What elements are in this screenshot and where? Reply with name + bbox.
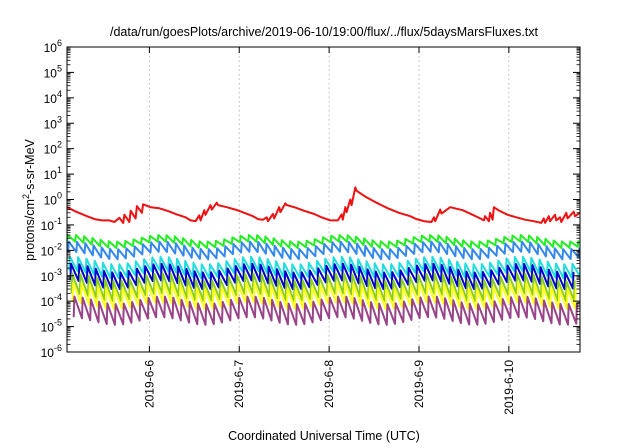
y-tick-label: 10-6 bbox=[41, 343, 62, 360]
y-tick-exponent: 4 bbox=[57, 89, 62, 99]
y-tick-exponent: -5 bbox=[54, 318, 62, 328]
y-tick-label: 103 bbox=[44, 114, 62, 131]
y-tick-label: 10-2 bbox=[41, 241, 62, 258]
series-line-7 bbox=[72, 295, 578, 326]
y-tick-exponent: 1 bbox=[57, 165, 62, 175]
x-tick-label: 2019-6-10 bbox=[502, 360, 516, 415]
series-line-1 bbox=[67, 234, 580, 249]
y-tick-base: 10 bbox=[44, 194, 58, 208]
y-tick-exponent: -2 bbox=[54, 241, 62, 251]
x-tick-label: 2019-6-6 bbox=[142, 360, 156, 408]
y-tick-exponent: 0 bbox=[57, 191, 62, 201]
series-line-2 bbox=[67, 240, 580, 261]
y-axis-label-sup: 2 bbox=[21, 194, 31, 199]
y-tick-exponent: 3 bbox=[57, 114, 62, 124]
x-tick-label: 2019-6-9 bbox=[412, 360, 426, 408]
y-tick-exponent: 2 bbox=[57, 140, 62, 150]
series-line-0 bbox=[67, 186, 580, 224]
series-line-5 bbox=[70, 272, 576, 302]
y-tick-exponent: 6 bbox=[57, 38, 62, 48]
y-tick-base: 10 bbox=[44, 143, 58, 157]
y-axis-label-part2: -s-sr-MeV bbox=[23, 138, 37, 194]
y-tick-base: 10 bbox=[41, 321, 55, 335]
y-tick-base: 10 bbox=[44, 117, 58, 131]
grid-layer bbox=[148, 47, 510, 352]
axes-layer: 2019-6-6 2019-6-7 2019-6-8 2019-6-9 2019-6-1… bbox=[41, 38, 581, 415]
y-tick-label: 102 bbox=[44, 140, 62, 157]
y-tick-label: 101 bbox=[44, 165, 62, 182]
plot-frame bbox=[66, 46, 581, 353]
y-tick-exponent: -6 bbox=[54, 343, 62, 353]
y-tick-label: 106 bbox=[44, 38, 62, 55]
y-tick-label: 10-5 bbox=[41, 318, 62, 335]
y-tick-base: 10 bbox=[41, 244, 55, 258]
y-tick-label: 104 bbox=[44, 89, 62, 106]
y-tick-exponent: -4 bbox=[54, 292, 62, 302]
y-tick-base: 10 bbox=[44, 41, 58, 55]
series-line-4 bbox=[69, 262, 575, 291]
y-tick-exponent: 5 bbox=[57, 63, 62, 73]
y-tick-base: 10 bbox=[41, 346, 55, 360]
chart-title: /data/run/goesPlots/archive/2019-06-10/1… bbox=[110, 25, 539, 39]
y-tick-base: 10 bbox=[41, 295, 55, 309]
y-tick-label: 105 bbox=[44, 63, 62, 80]
series-line-6 bbox=[71, 281, 577, 310]
y-tick-exponent: -3 bbox=[54, 267, 62, 277]
y-tick-base: 10 bbox=[41, 270, 55, 284]
series-layer bbox=[67, 186, 580, 326]
y-tick-base: 10 bbox=[44, 168, 58, 182]
y-tick-label: 10-4 bbox=[41, 292, 62, 309]
y-tick-label: 10-1 bbox=[41, 216, 62, 233]
y-axis-label: protons/cm2-s-sr-MeV bbox=[21, 138, 37, 260]
x-tick-label: 2019-6-7 bbox=[232, 360, 246, 408]
y-tick-exponent: -1 bbox=[54, 216, 62, 226]
y-tick-base: 10 bbox=[44, 66, 58, 80]
x-tick-label: 2019-6-8 bbox=[322, 360, 336, 408]
y-axis-label-part1: protons/cm bbox=[23, 199, 37, 261]
y-tick-label: 10-3 bbox=[41, 267, 62, 284]
x-axis-label: Coordinated Universal Time (UTC) bbox=[228, 429, 420, 443]
y-tick-base: 10 bbox=[41, 219, 55, 233]
series-line-3 bbox=[68, 255, 580, 280]
y-tick-base: 10 bbox=[44, 92, 58, 106]
y-tick-label: 100 bbox=[44, 191, 62, 208]
